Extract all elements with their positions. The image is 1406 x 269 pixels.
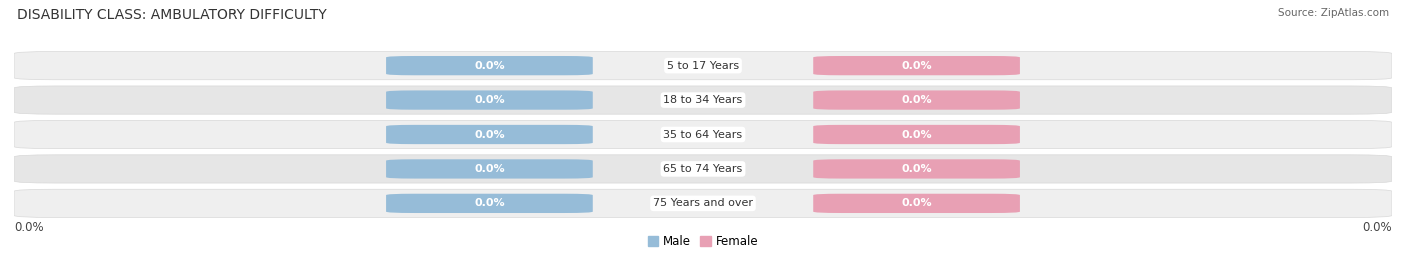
FancyBboxPatch shape (813, 56, 1019, 75)
Text: 0.0%: 0.0% (474, 164, 505, 174)
Text: 75 Years and over: 75 Years and over (652, 198, 754, 208)
FancyBboxPatch shape (14, 155, 1392, 183)
FancyBboxPatch shape (387, 56, 593, 75)
Text: 65 to 74 Years: 65 to 74 Years (664, 164, 742, 174)
FancyBboxPatch shape (14, 52, 1392, 80)
Text: 0.0%: 0.0% (901, 95, 932, 105)
Text: 0.0%: 0.0% (901, 164, 932, 174)
Text: 0.0%: 0.0% (1362, 221, 1392, 233)
Text: 0.0%: 0.0% (474, 198, 505, 208)
FancyBboxPatch shape (813, 159, 1019, 179)
Text: 35 to 64 Years: 35 to 64 Years (664, 129, 742, 140)
Text: 0.0%: 0.0% (474, 95, 505, 105)
Text: 18 to 34 Years: 18 to 34 Years (664, 95, 742, 105)
FancyBboxPatch shape (813, 125, 1019, 144)
Text: DISABILITY CLASS: AMBULATORY DIFFICULTY: DISABILITY CLASS: AMBULATORY DIFFICULTY (17, 8, 326, 22)
Text: 0.0%: 0.0% (901, 198, 932, 208)
FancyBboxPatch shape (387, 90, 593, 110)
Text: Source: ZipAtlas.com: Source: ZipAtlas.com (1278, 8, 1389, 18)
Text: 0.0%: 0.0% (901, 129, 932, 140)
FancyBboxPatch shape (14, 189, 1392, 217)
FancyBboxPatch shape (14, 86, 1392, 114)
FancyBboxPatch shape (387, 194, 593, 213)
FancyBboxPatch shape (387, 159, 593, 179)
FancyBboxPatch shape (813, 194, 1019, 213)
Text: 0.0%: 0.0% (14, 221, 44, 233)
Legend: Male, Female: Male, Female (643, 230, 763, 253)
Text: 0.0%: 0.0% (474, 129, 505, 140)
Text: 5 to 17 Years: 5 to 17 Years (666, 61, 740, 71)
Text: 0.0%: 0.0% (474, 61, 505, 71)
Text: 0.0%: 0.0% (901, 61, 932, 71)
FancyBboxPatch shape (387, 125, 593, 144)
FancyBboxPatch shape (14, 121, 1392, 148)
FancyBboxPatch shape (813, 90, 1019, 110)
